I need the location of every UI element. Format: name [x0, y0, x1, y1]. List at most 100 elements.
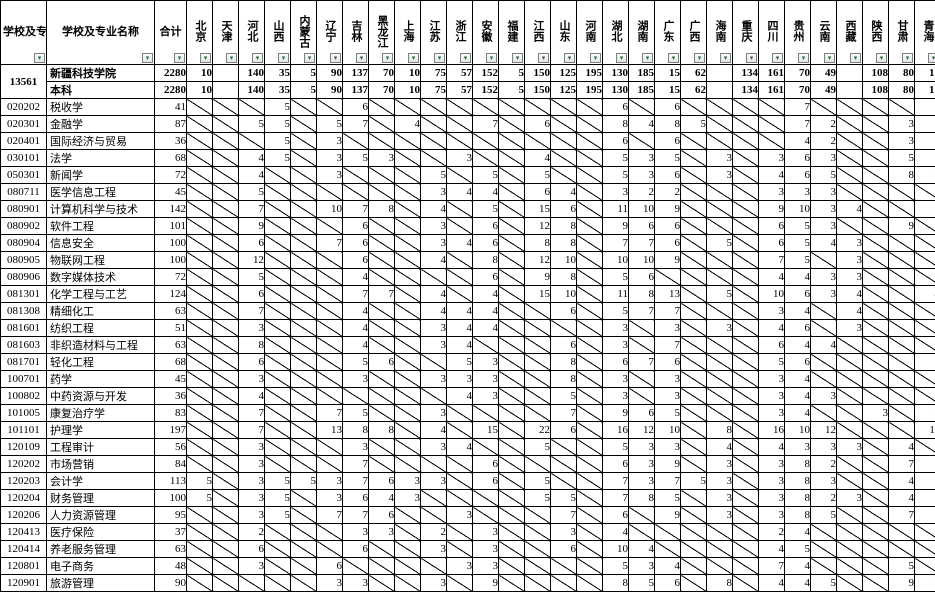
empty-cell [395, 422, 421, 439]
hdr-province[interactable]: 云南▾ [811, 1, 837, 65]
filter-icon[interactable]: ▾ [720, 53, 731, 63]
empty-cell [837, 388, 863, 405]
filter-icon[interactable]: ▾ [512, 53, 523, 63]
hdr-province[interactable]: 湖北▾ [603, 1, 629, 65]
empty-cell [551, 167, 577, 184]
hdr-province[interactable]: 河北▾ [239, 1, 265, 65]
filter-icon[interactable]: ▾ [824, 53, 835, 63]
filter-icon[interactable]: ▾ [928, 53, 935, 63]
filter-icon[interactable]: ▾ [330, 53, 341, 63]
hdr-province[interactable]: 甘肃▾ [889, 1, 915, 65]
value-cell: 3 [889, 133, 915, 150]
empty-cell [187, 303, 213, 320]
empty-cell [213, 558, 239, 575]
filter-icon[interactable]: ▾ [850, 53, 861, 63]
empty-cell [291, 575, 317, 592]
hdr-province[interactable]: 上海▾ [395, 1, 421, 65]
filter-icon[interactable]: ▾ [616, 53, 627, 63]
filter-icon[interactable]: ▾ [876, 53, 887, 63]
major-row: 080906数字媒体技术7254698564433 [1, 269, 935, 286]
filter-icon[interactable]: ▾ [226, 53, 237, 63]
filter-icon[interactable]: ▾ [278, 53, 289, 63]
filter-icon[interactable]: ▾ [772, 53, 783, 63]
hdr-name[interactable]: 学校及专业名称▾ [47, 1, 155, 65]
value-cell: 6 [759, 235, 785, 252]
filter-icon[interactable]: ▾ [902, 53, 913, 63]
filter-icon[interactable]: ▾ [746, 53, 757, 63]
major-name: 轻化工程 [47, 354, 155, 371]
hdr-province[interactable]: 青海▾ [915, 1, 935, 65]
value-cell: 5 [265, 490, 291, 507]
major-row: 080904信息安全1006763468877656543 [1, 235, 935, 252]
hdr-province[interactable]: 海南▾ [707, 1, 733, 65]
value-cell: 12 [629, 422, 655, 439]
hdr-province[interactable]: 北京▾ [187, 1, 213, 65]
hdr-province[interactable]: 浙江▾ [447, 1, 473, 65]
filter-icon[interactable]: ▾ [304, 53, 315, 63]
filter-icon[interactable]: ▾ [486, 53, 497, 63]
value-cell: 3 [473, 371, 499, 388]
value-cell: 6 [603, 354, 629, 371]
hdr-province[interactable]: 贵州▾ [785, 1, 811, 65]
value-cell: 4 [629, 116, 655, 133]
major-code: 120204 [1, 490, 47, 507]
filter-icon[interactable]: ▾ [694, 53, 705, 63]
hdr-province[interactable]: 黑龙江▾ [369, 1, 395, 65]
empty-cell [733, 286, 759, 303]
hdr-province[interactable]: 河南▾ [577, 1, 603, 65]
filter-icon[interactable]: ▾ [408, 53, 419, 63]
hdr-province[interactable]: 湖南▾ [629, 1, 655, 65]
hdr-province[interactable]: 辽宁▾ [317, 1, 343, 65]
value-cell: 3 [421, 473, 447, 490]
hdr-code[interactable]: 学校及专业代码▾ [1, 1, 47, 65]
value-cell: 4 [369, 490, 395, 507]
major-code: 080902 [1, 218, 47, 235]
filter-icon[interactable]: ▾ [34, 53, 45, 63]
hdr-province[interactable]: 吉林▾ [343, 1, 369, 65]
hdr-province[interactable]: 山西▾ [265, 1, 291, 65]
hdr-province[interactable]: 江苏▾ [421, 1, 447, 65]
hdr-province[interactable]: 天津▾ [213, 1, 239, 65]
hdr-province[interactable]: 重庆▾ [733, 1, 759, 65]
value-cell: 8 [915, 201, 935, 218]
empty-cell [681, 507, 707, 524]
value-cell: 6 [603, 507, 629, 524]
empty-cell [889, 354, 915, 371]
hdr-province[interactable]: 山东▾ [551, 1, 577, 65]
filter-icon[interactable]: ▾ [798, 53, 809, 63]
hdr-total[interactable]: 合计▾ [155, 1, 187, 65]
value-cell: 70 [369, 82, 395, 99]
filter-icon[interactable]: ▾ [252, 53, 263, 63]
value-cell: 3 [655, 439, 681, 456]
hdr-province[interactable]: 四川▾ [759, 1, 785, 65]
filter-icon[interactable]: ▾ [200, 53, 211, 63]
hdr-province[interactable]: 福建▾ [499, 1, 525, 65]
value-cell: 3 [603, 371, 629, 388]
filter-icon[interactable]: ▾ [356, 53, 367, 63]
hdr-province[interactable]: 陕西▾ [863, 1, 889, 65]
filter-icon[interactable]: ▾ [642, 53, 653, 63]
filter-icon[interactable]: ▾ [174, 53, 185, 63]
hdr-province[interactable]: 江西▾ [525, 1, 551, 65]
filter-icon[interactable]: ▾ [460, 53, 471, 63]
filter-icon[interactable]: ▾ [538, 53, 549, 63]
major-row: 081301化学工程与工艺124677441510118135106344 [1, 286, 935, 303]
empty-cell [837, 473, 863, 490]
empty-cell [577, 371, 603, 388]
hdr-province[interactable]: 内蒙古▾ [291, 1, 317, 65]
hdr-province[interactable]: 西藏▾ [837, 1, 863, 65]
filter-icon[interactable]: ▾ [434, 53, 445, 63]
empty-cell [733, 422, 759, 439]
hdr-province[interactable]: 广东▾ [655, 1, 681, 65]
hdr-province[interactable]: 广西▾ [681, 1, 707, 65]
filter-icon[interactable]: ▾ [668, 53, 679, 63]
value-cell [707, 65, 733, 82]
value-cell: 5 [239, 269, 265, 286]
filter-icon[interactable]: ▾ [382, 53, 393, 63]
value-cell: 150 [525, 82, 551, 99]
filter-icon[interactable]: ▾ [564, 53, 575, 63]
major-row: 080901计算机科学与技术1427107845156111099103488 [1, 201, 935, 218]
filter-icon[interactable]: ▾ [590, 53, 601, 63]
filter-icon[interactable]: ▾ [142, 53, 153, 63]
hdr-province[interactable]: 安徽▾ [473, 1, 499, 65]
